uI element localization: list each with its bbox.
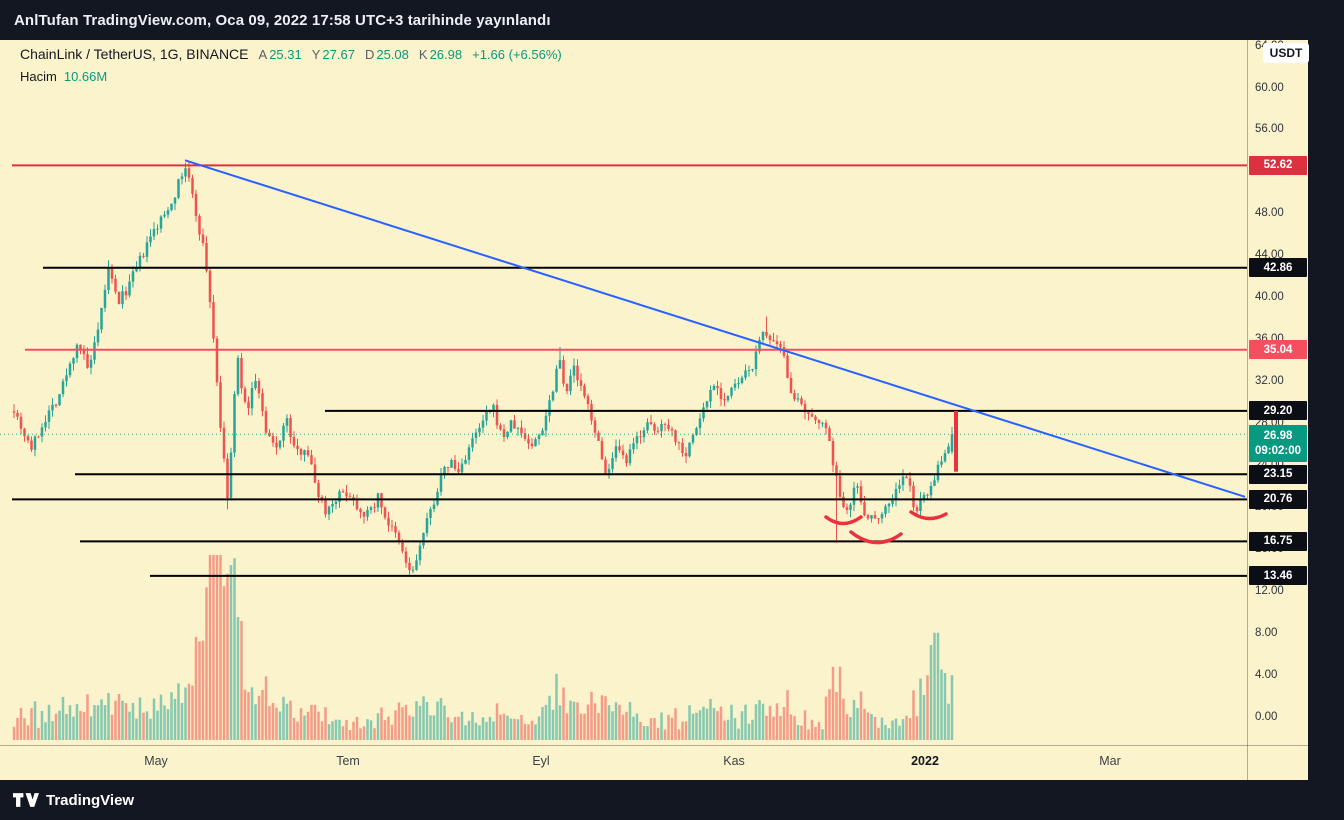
price-chart-canvas[interactable] [0,40,1247,780]
publish-text: AnlTufan TradingView.com, Oca 09, 2022 1… [14,11,551,29]
price-level-label: 52.62 [1249,155,1307,175]
price-level-label: 29.20 [1249,401,1307,421]
tradingview-logo-icon[interactable] [13,790,39,810]
symbol-title[interactable]: ChainLink / TetherUS, 1G, BINANCE [20,46,249,62]
ohlc-value-low: 25.08 [376,47,409,62]
price-tick-label: 0.00 [1255,710,1278,723]
price-level-label: 42.86 [1249,258,1307,278]
last-price-value: 26.98 [1263,429,1293,442]
price-tick-label: 40.00 [1255,291,1284,304]
price-level-label: 20.76 [1249,489,1307,509]
ohlc-value-close: 26.98 [429,47,463,62]
price-level-label: 16.75 [1249,531,1307,551]
currency-unit-button[interactable]: USDT [1263,43,1309,63]
time-tick-label: 2022 [911,754,939,768]
price-tick-label: 60.00 [1255,81,1284,94]
time-tick-label: Mar [1099,754,1121,768]
price-tick-label: 48.00 [1255,207,1284,220]
ohlc-value-high: 27.67 [322,47,355,62]
time-tick-label: Eyl [532,754,550,768]
chart-legend: ChainLink / TetherUS, 1G, BINANCE A 25.31… [20,46,562,84]
last-price-label: 26.98 09:02:00 [1249,425,1307,463]
price-tick-label: 32.00 [1255,375,1284,387]
volume-label[interactable]: Hacim [20,69,57,84]
publish-bar: AnlTufan TradingView.com, Oca 09, 2022 1… [0,0,1344,40]
time-tick-label: May [144,754,168,768]
ohlc-key-high: Y [311,47,321,62]
right-panel-strip [1308,40,1344,780]
tradingview-brand[interactable]: TradingView [46,791,135,809]
time-tick-label: Tem [336,754,360,768]
price-axis[interactable]: USDT 64.0060.0056.0048.0044.0040.0036.00… [1247,40,1309,780]
volume-value: 10.66M [63,69,108,84]
ohlc-key-low: D [364,47,375,62]
change-value: +1.66 (+6.56%) [472,47,562,62]
price-level-label: 35.04 [1249,340,1307,360]
time-axis[interactable]: May Tem Eyl Kas 2022 Mar [0,745,1308,780]
price-tick-label: 12.00 [1255,584,1284,597]
price-level-label: 23.15 [1249,464,1307,484]
ohlc-values: A 25.31 Y 27.67 D 25.08 K 26.98 [249,46,463,64]
price-level-label: 13.46 [1249,566,1307,586]
time-tick-label: Kas [723,754,745,768]
bar-countdown: 09:02:00 [1254,444,1302,457]
price-tick-label: 56.00 [1255,123,1284,136]
ohlc-key-close: K [418,47,428,62]
price-tick-label: 8.00 [1255,626,1278,639]
footer-bar: TradingView [0,780,1344,820]
ohlc-key-open: A [258,47,268,62]
price-tick-label: 4.00 [1255,668,1278,681]
ohlc-value-open: 25.31 [269,47,302,62]
